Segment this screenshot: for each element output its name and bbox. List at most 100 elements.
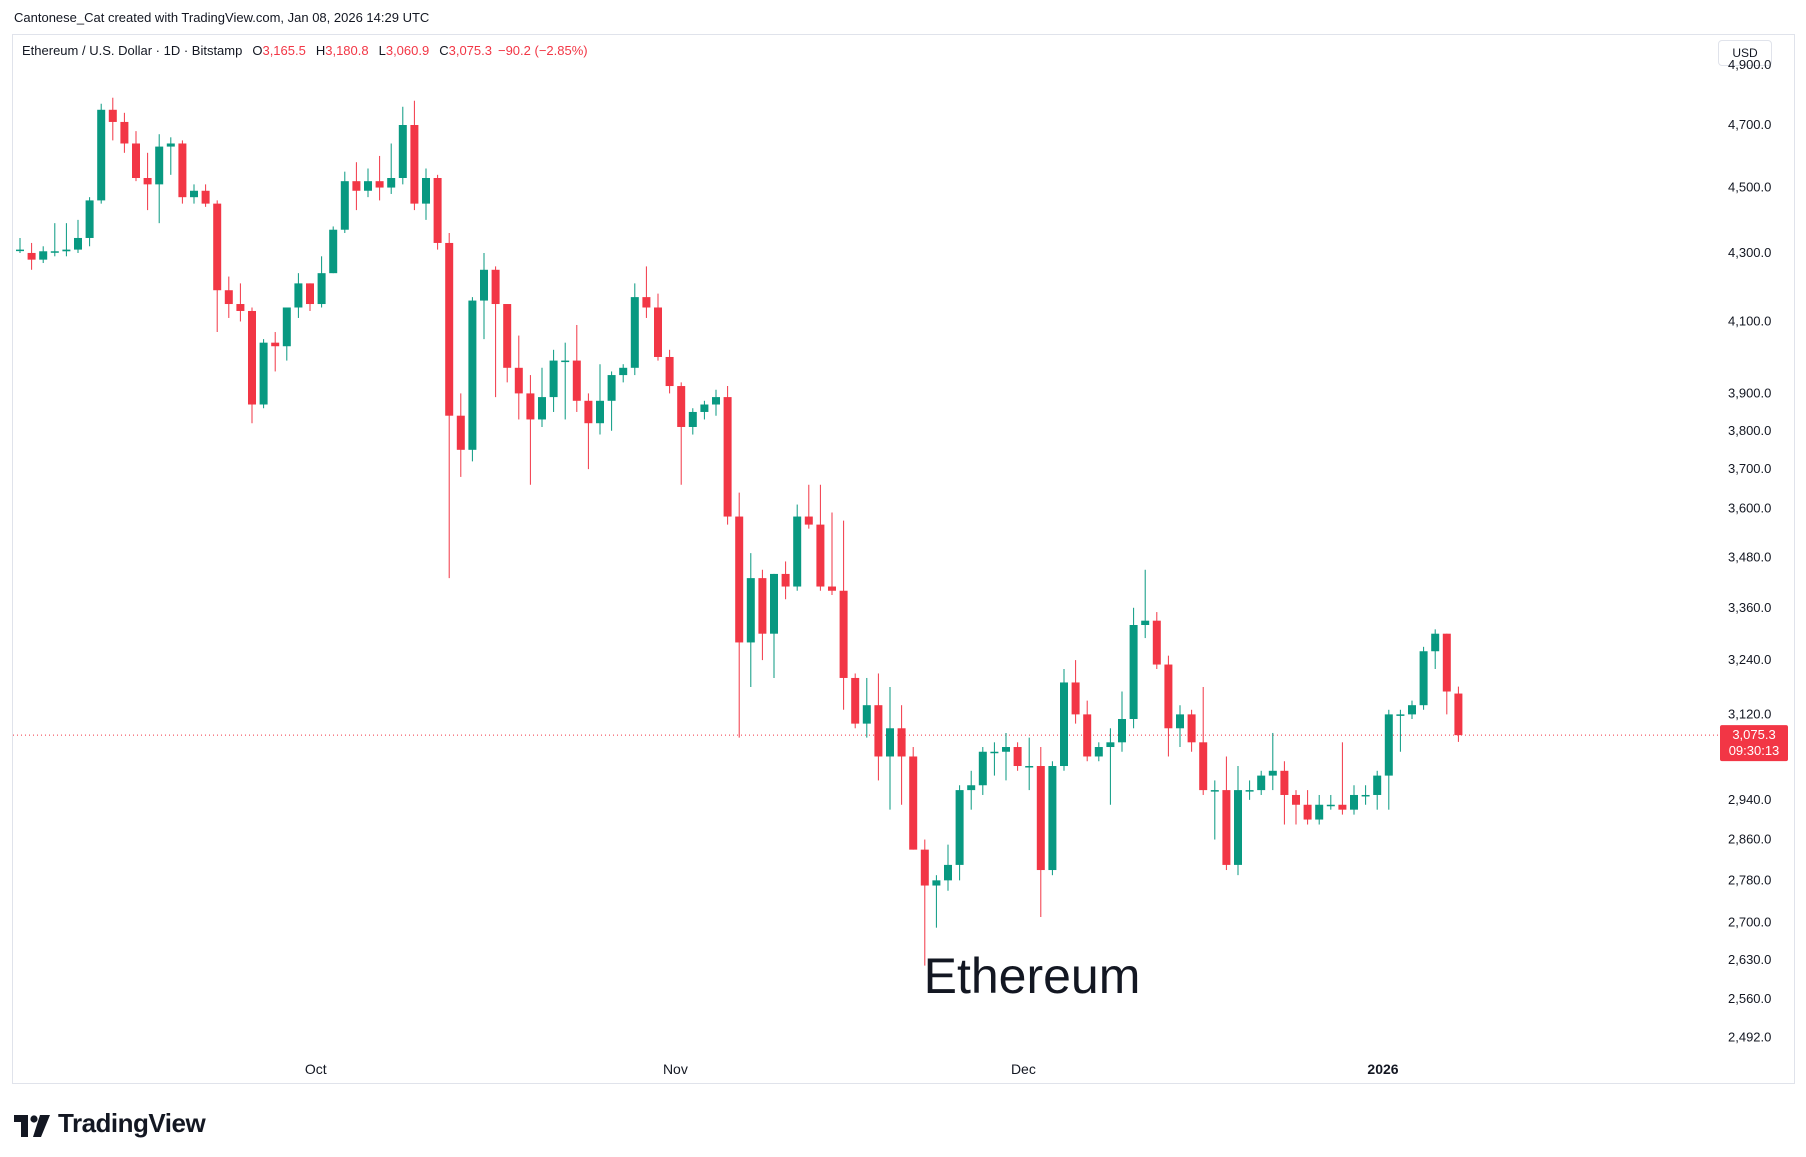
candle bbox=[607, 371, 616, 431]
symbol-title[interactable]: Ethereum / U.S. Dollar · 1D · Bitstamp bbox=[22, 43, 243, 58]
chart-credit: Cantonese_Cat created with TradingView.c… bbox=[14, 10, 430, 25]
candle-body bbox=[317, 273, 326, 305]
candle-body bbox=[1118, 718, 1126, 743]
price-tick-label: 3,900.0 bbox=[1728, 385, 1771, 400]
candle bbox=[746, 553, 755, 687]
candle bbox=[329, 226, 338, 274]
price-tick-label: 4,300.0 bbox=[1728, 245, 1771, 260]
candle-body bbox=[561, 360, 570, 363]
price-tick-label: 3,600.0 bbox=[1728, 501, 1771, 516]
candle-body bbox=[758, 578, 767, 634]
candle-body bbox=[85, 200, 94, 238]
candle-body bbox=[1396, 714, 1405, 716]
candle-body bbox=[1083, 714, 1092, 757]
candle bbox=[804, 484, 813, 529]
candle-body bbox=[271, 342, 280, 347]
candle bbox=[1419, 646, 1428, 710]
candle-body bbox=[1025, 766, 1034, 768]
candle-body bbox=[549, 360, 558, 398]
open-label: O bbox=[252, 43, 263, 58]
candle-body bbox=[967, 785, 976, 791]
price-tick-label: 2,630.0 bbox=[1728, 952, 1771, 967]
candle bbox=[793, 504, 802, 591]
candle bbox=[770, 573, 778, 678]
candle-body bbox=[50, 251, 59, 253]
candle bbox=[1361, 785, 1370, 805]
candle bbox=[62, 223, 71, 257]
candle bbox=[166, 137, 175, 175]
candle bbox=[1326, 794, 1335, 810]
candle-body bbox=[224, 290, 233, 305]
currency-button[interactable]: USD bbox=[1718, 40, 1772, 66]
candle bbox=[584, 393, 593, 470]
candle-body bbox=[607, 375, 616, 401]
candle-body bbox=[329, 229, 338, 274]
candle bbox=[340, 171, 349, 234]
candle-body bbox=[874, 705, 883, 757]
candle-body bbox=[155, 146, 164, 185]
candle-body bbox=[1384, 714, 1393, 776]
candle-body bbox=[1164, 664, 1173, 729]
candle-body bbox=[665, 356, 674, 387]
candle bbox=[735, 492, 744, 738]
candle bbox=[213, 200, 222, 333]
candle bbox=[561, 342, 570, 420]
candle bbox=[294, 273, 303, 318]
candle bbox=[572, 324, 581, 412]
candle-body bbox=[1292, 794, 1300, 805]
candle bbox=[1234, 766, 1242, 876]
change-value: −90.2 (−2.85%) bbox=[497, 43, 588, 58]
candle-body bbox=[480, 269, 488, 301]
candle bbox=[944, 844, 952, 891]
candle bbox=[352, 162, 361, 211]
candle-body bbox=[108, 109, 117, 122]
candle-body bbox=[201, 190, 210, 204]
candle bbox=[1002, 732, 1010, 781]
candle-body bbox=[410, 125, 419, 204]
candle-body bbox=[1361, 794, 1370, 797]
candle bbox=[665, 349, 674, 394]
candle-body bbox=[990, 751, 999, 754]
price-tick-label: 4,100.0 bbox=[1728, 313, 1771, 328]
candle-body bbox=[886, 728, 894, 757]
candle-body bbox=[851, 677, 860, 724]
close-value: 3,075.3 bbox=[448, 43, 492, 58]
candle-body bbox=[712, 397, 720, 405]
tradingview-logo-icon bbox=[14, 1113, 52, 1137]
candle-body bbox=[375, 181, 384, 188]
candle bbox=[1094, 742, 1103, 762]
candle bbox=[1442, 633, 1451, 715]
price-tick-label: 4,700.0 bbox=[1728, 117, 1771, 132]
candle-body bbox=[746, 578, 755, 643]
candle-body bbox=[1176, 714, 1184, 729]
candle bbox=[596, 364, 604, 435]
candle-body bbox=[1280, 770, 1289, 795]
price-tick-label: 2,780.0 bbox=[1728, 872, 1771, 887]
candle-body bbox=[1071, 682, 1080, 715]
tradingview-logo[interactable]: TradingView bbox=[14, 1108, 206, 1139]
candle-body bbox=[839, 590, 848, 678]
candle bbox=[723, 386, 732, 525]
candle bbox=[16, 237, 24, 253]
candle-body bbox=[340, 181, 349, 230]
candle-body bbox=[572, 360, 581, 401]
candle bbox=[178, 140, 187, 204]
low-label: L bbox=[378, 43, 386, 58]
candle-body bbox=[190, 190, 198, 198]
candle-body bbox=[584, 400, 593, 424]
candle bbox=[1141, 569, 1150, 639]
candle-body bbox=[828, 586, 836, 591]
candle-body bbox=[422, 177, 430, 204]
candle bbox=[1083, 700, 1092, 762]
candle-body bbox=[909, 756, 918, 850]
candle bbox=[422, 168, 430, 220]
candle bbox=[1129, 607, 1138, 729]
candle bbox=[317, 256, 326, 308]
candle bbox=[1431, 629, 1440, 669]
candle-body bbox=[236, 304, 245, 311]
candle-body bbox=[1326, 804, 1335, 807]
candle-body bbox=[143, 177, 152, 185]
candle bbox=[480, 252, 488, 340]
price-tick-label: 3,240.0 bbox=[1728, 652, 1771, 667]
